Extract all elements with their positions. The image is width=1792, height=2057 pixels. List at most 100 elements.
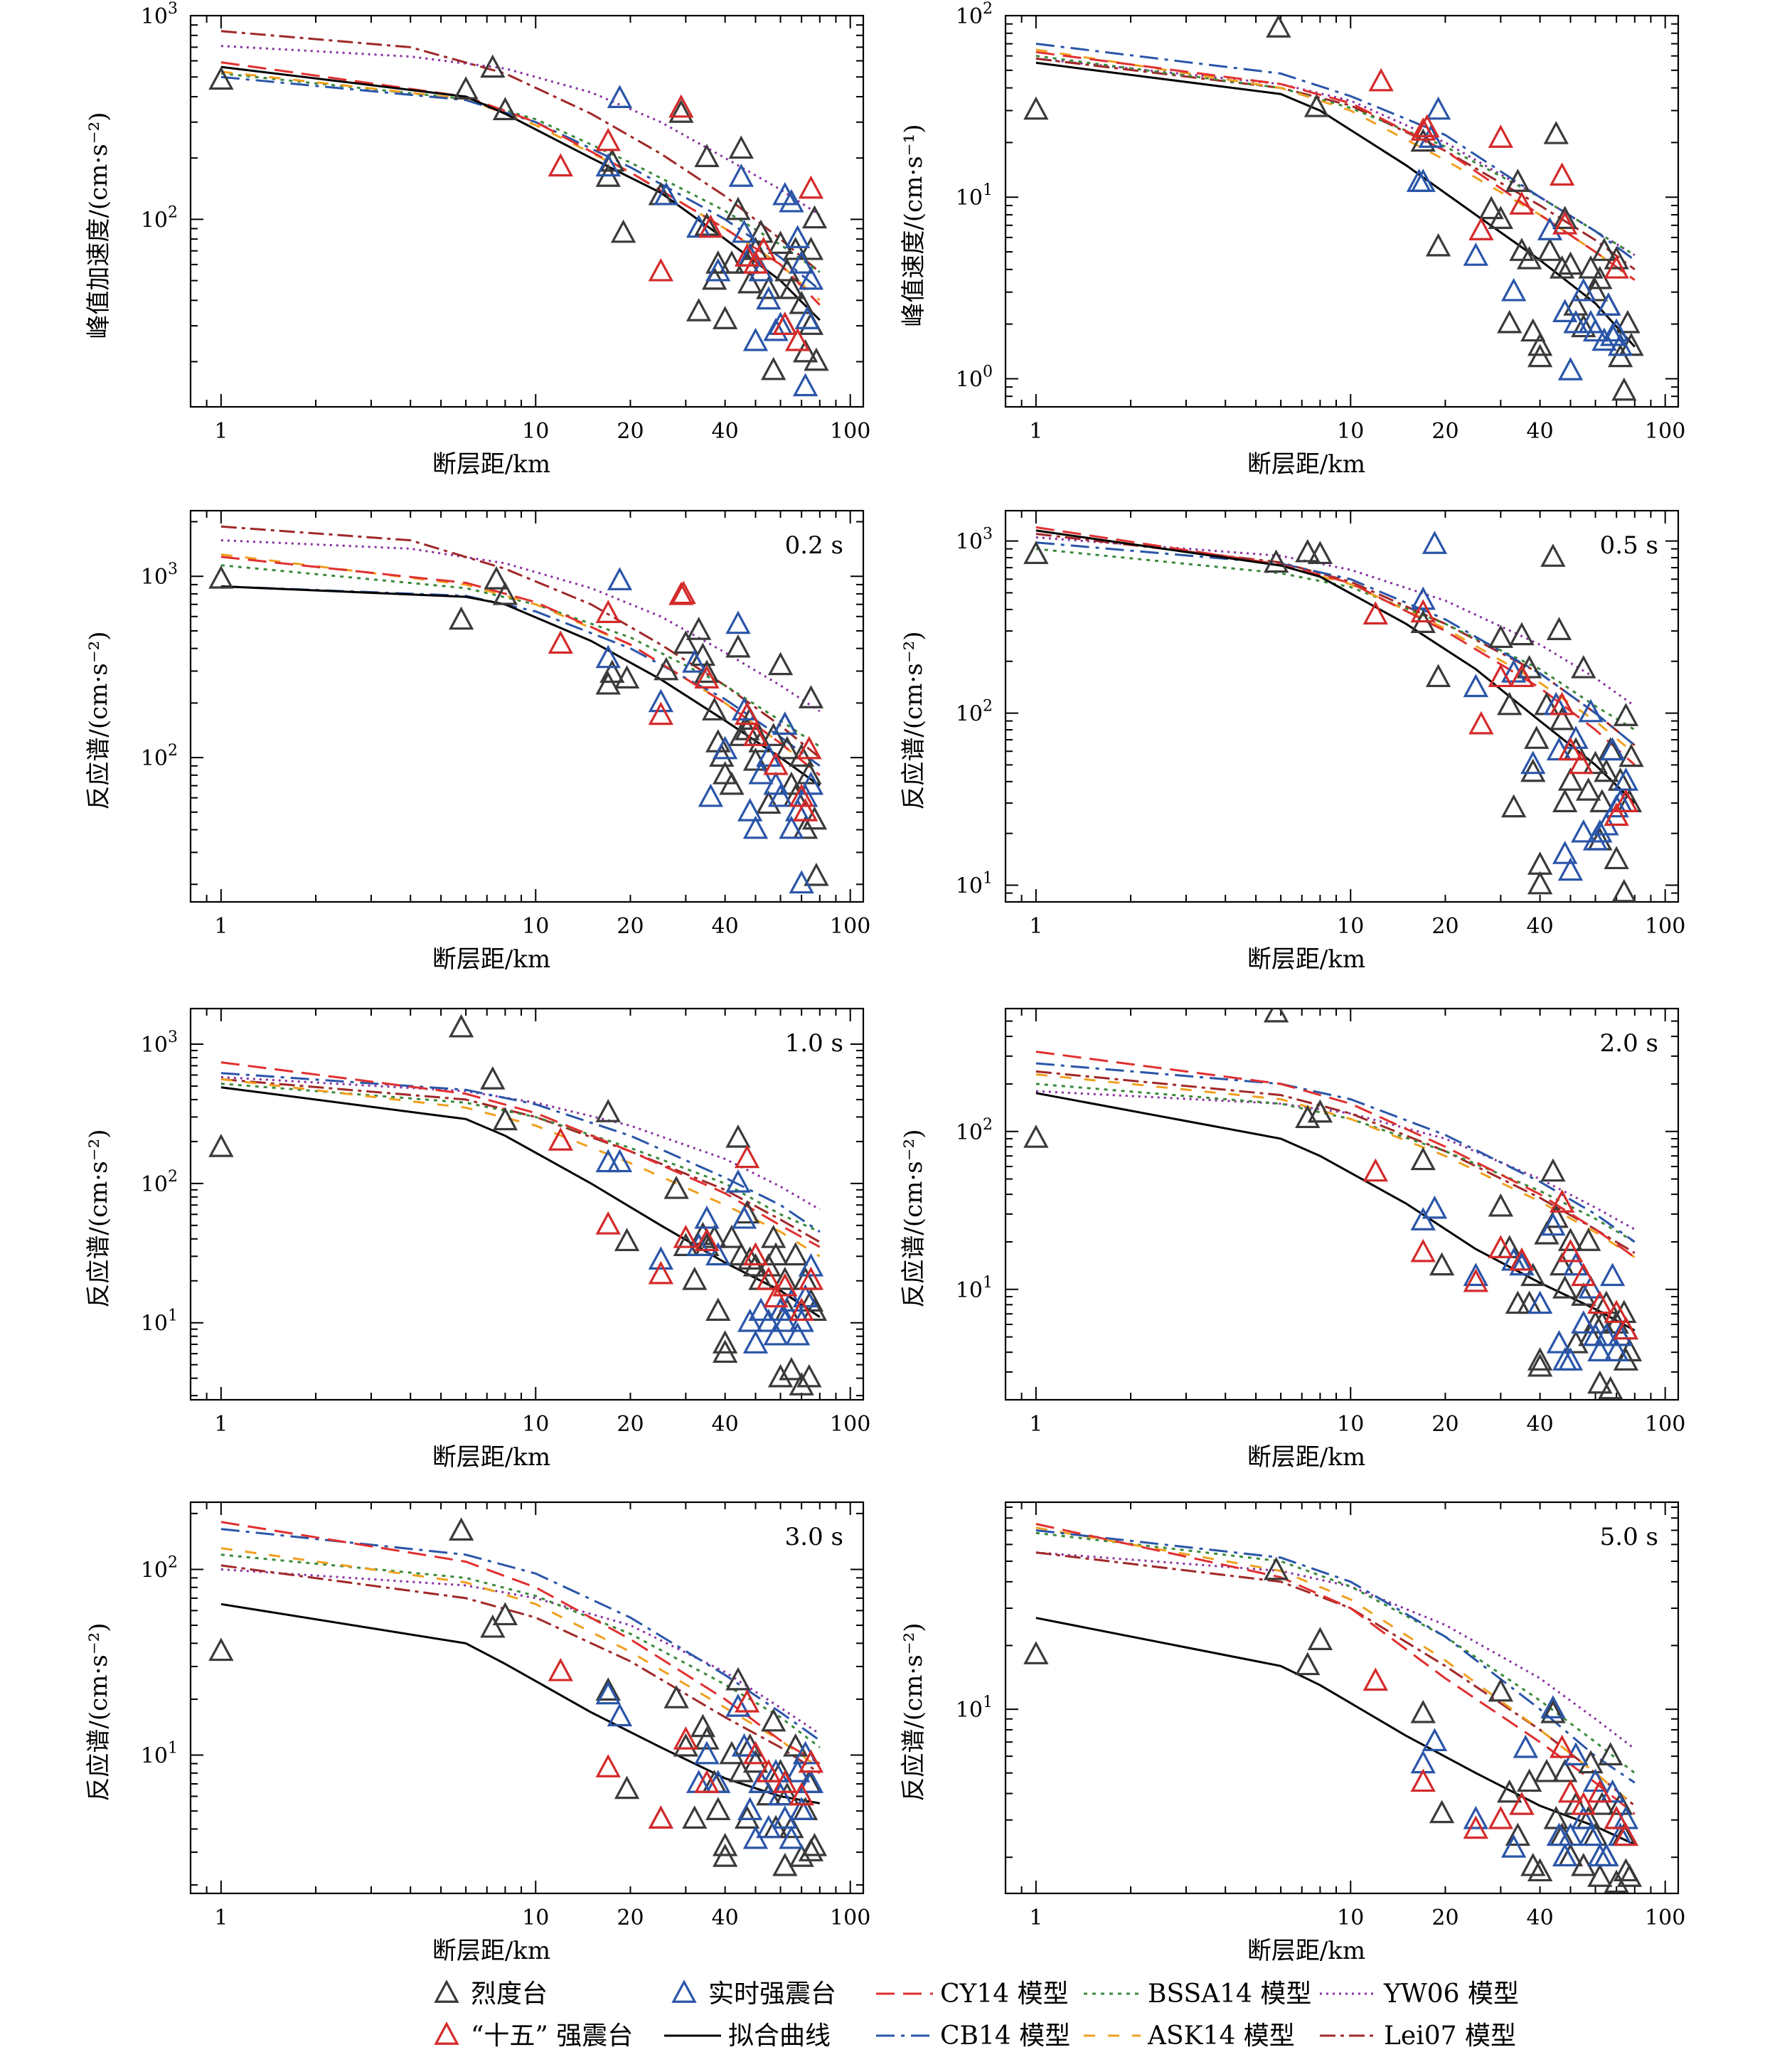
curve-BSSA14 xyxy=(220,1553,821,1748)
curve-BSSA14 xyxy=(1035,548,1636,731)
marker-shiwu xyxy=(694,1228,720,1252)
marker-shiwu xyxy=(548,630,573,654)
curve-Lei07 xyxy=(220,1564,821,1775)
y-tick-label: 101 xyxy=(956,870,993,899)
marker-lidu xyxy=(1557,767,1584,791)
x-tick-label: 1 xyxy=(214,914,228,939)
curve-Lei07 xyxy=(220,525,821,759)
marker-lidu xyxy=(1520,318,1546,342)
marker-lidu xyxy=(663,1175,689,1199)
x-ticks-8: 1 10 20 40 100 xyxy=(1005,1502,1685,1930)
marker-lidu xyxy=(798,685,824,708)
marker-lidu xyxy=(1505,169,1531,192)
marker-shishi xyxy=(1571,1310,1596,1334)
x-tick-label: 10 xyxy=(1337,914,1364,939)
marker-lidu xyxy=(1616,1338,1643,1362)
x-tick-label: 20 xyxy=(1431,914,1458,939)
curve-fit xyxy=(1035,529,1636,804)
marker-shiwu xyxy=(789,1297,814,1322)
legend: 烈度台 实时强震台 CY14 模型 BSSA14 模型 YW06 模型 “十五”… xyxy=(434,1979,1519,2051)
marker-lidu xyxy=(1576,777,1601,801)
marker-lidu xyxy=(1618,743,1644,767)
marker-lidu xyxy=(1527,1858,1553,1882)
marker-shiwu xyxy=(1604,802,1629,826)
marker-lidu xyxy=(779,275,804,299)
marker-shishi xyxy=(595,1681,621,1705)
marker-lidu xyxy=(1497,691,1522,716)
marker-shishi xyxy=(686,1233,712,1257)
marker-shiwu xyxy=(548,1127,573,1151)
marker-shishi xyxy=(731,219,757,243)
marker-shiwu xyxy=(1509,1247,1535,1271)
marker-lidu xyxy=(1307,1627,1333,1651)
marker-shishi xyxy=(654,181,679,206)
marker-shishi xyxy=(698,783,724,807)
marker-lidu xyxy=(1587,1864,1613,1887)
y-ticks-8: 101 xyxy=(956,1506,1678,1859)
marker-shishi xyxy=(737,1308,763,1332)
marker-shiwu xyxy=(1549,1189,1575,1213)
marker-lidu xyxy=(1552,1275,1578,1299)
marker-shiwu xyxy=(1488,1805,1514,1829)
marker-shishi xyxy=(1552,299,1578,322)
marker-shiwu xyxy=(548,1657,573,1681)
x-tick-label: 10 xyxy=(1337,419,1364,444)
marker-lidu xyxy=(761,723,786,746)
marker-shishi xyxy=(798,266,824,290)
legend-label-lidu: 烈度台 xyxy=(471,1979,548,2009)
marker-lidu xyxy=(801,1297,828,1322)
marker-lidu xyxy=(1587,1370,1613,1394)
marker-lidu xyxy=(614,665,640,689)
marker-shiwu xyxy=(1410,117,1436,141)
marker-shishi xyxy=(1582,318,1609,342)
legend-item-YW06: YW06 模型 xyxy=(1320,1979,1519,2009)
marker-lidu xyxy=(1425,664,1451,688)
marker-lidu xyxy=(686,617,712,640)
marker-lidu xyxy=(673,630,699,654)
curve-ASK14 xyxy=(1035,529,1636,755)
marker-lidu xyxy=(595,1677,621,1701)
marker-shishi xyxy=(756,286,782,310)
marker-lidu xyxy=(801,205,828,229)
marker-lidu xyxy=(756,275,782,299)
curve-fit xyxy=(220,585,821,787)
marker-shishi xyxy=(1463,674,1489,698)
marker-shiwu xyxy=(798,175,824,199)
marker-shiwu xyxy=(1613,1316,1639,1340)
marker-lidu xyxy=(1552,789,1578,812)
marker-shishi xyxy=(1500,1834,1527,1858)
marker-lidu xyxy=(453,76,479,100)
marker-shishi xyxy=(1546,1329,1572,1354)
marker-lidu xyxy=(1598,1376,1623,1400)
model-curves-8 xyxy=(1035,1523,1636,1846)
marker-lidu xyxy=(1488,624,1514,649)
marker-lidu xyxy=(705,1297,731,1322)
marker-shishi xyxy=(1599,1263,1626,1287)
marker-shiwu xyxy=(756,1266,782,1290)
marker-lidu xyxy=(1552,206,1578,229)
marker-shishi xyxy=(694,1205,720,1229)
y-tick-label: 101 xyxy=(141,1740,178,1769)
marker-shiwu xyxy=(1463,1815,1489,1839)
x-tick-label: 20 xyxy=(1431,1905,1458,1930)
marker-lidu xyxy=(690,642,716,666)
y-tick-label: 102 xyxy=(956,0,993,29)
marker-shiwu xyxy=(548,153,573,177)
marker-shishi xyxy=(1552,1843,1578,1867)
marker-shishi xyxy=(792,373,818,397)
model-curves-1 xyxy=(220,30,821,321)
marker-shishi xyxy=(607,567,633,590)
curve-BSSA14 xyxy=(1035,1531,1636,1774)
y-axis-label-3: 反应谱/(cm·s⁻²) xyxy=(85,631,113,809)
legend-item-BSSA14: BSSA14 模型 xyxy=(1084,1979,1311,2009)
legend-triangle-lidu xyxy=(434,1979,459,2003)
y-tick-label: 101 xyxy=(141,1307,178,1336)
legend-label-Lei07: Lei07 模型 xyxy=(1384,2021,1516,2051)
marker-lidu xyxy=(492,581,518,605)
marker-shiwu xyxy=(1613,789,1639,812)
marker-lidu xyxy=(712,1339,738,1364)
marker-lidu xyxy=(1611,377,1637,401)
marker-lidu xyxy=(767,652,794,676)
marker-shiwu xyxy=(1368,68,1394,92)
marker-shishi xyxy=(1422,1728,1448,1752)
